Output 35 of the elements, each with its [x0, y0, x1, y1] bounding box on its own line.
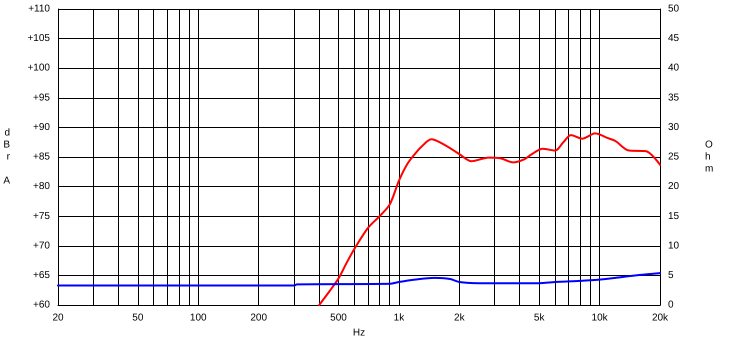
y2-tick-label: 25 [668, 152, 680, 163]
y-tick-label: +85 [33, 152, 50, 163]
y2-tick-label: 45 [668, 33, 680, 44]
y-tick-label: +90 [33, 122, 50, 133]
y2-tick-label: 20 [668, 181, 680, 192]
y2-tick-label: 15 [668, 210, 680, 222]
y-tick-label: +105 [27, 33, 50, 44]
x-tick-label: 500 [330, 312, 348, 324]
y2-tick-label: 50 [668, 4, 680, 14]
x-tick-label: 5k [534, 312, 546, 324]
y-tick-label: +70 [33, 240, 50, 252]
x-tick-label: 50 [132, 312, 144, 324]
x-tick-label: 200 [250, 312, 268, 324]
y-tick-label: +80 [33, 181, 50, 192]
y2-tick-label: 10 [668, 240, 680, 252]
text: dBr A [3, 128, 10, 187]
x-tick-label: 2k [454, 312, 466, 324]
x-tick-label: 1k [394, 312, 406, 324]
x-tick-label: 100 [190, 312, 208, 324]
y-tick-label: +60 [33, 300, 50, 311]
y-tick-label: +95 [33, 92, 50, 104]
y-tick-label: +100 [27, 62, 50, 74]
y2-tick-label: 30 [668, 122, 680, 133]
x-tick-label: 10k [592, 312, 609, 324]
y2-axis-title: Ohm [705, 140, 714, 175]
y-tick-label: +110 [28, 4, 50, 14]
y2-tick-label: 35 [668, 92, 680, 104]
x-tick-label: 20k [652, 312, 670, 324]
x-tick-label: 20 [52, 312, 64, 324]
y2-tick-label: 0 [668, 300, 674, 311]
y2-tick-label: 40 [668, 62, 680, 74]
y2-tick-label: 5 [668, 270, 674, 281]
y-tick-label: +65 [33, 270, 50, 281]
y-tick-label: +75 [33, 210, 50, 222]
x-axis-title: Hz [352, 328, 366, 338]
